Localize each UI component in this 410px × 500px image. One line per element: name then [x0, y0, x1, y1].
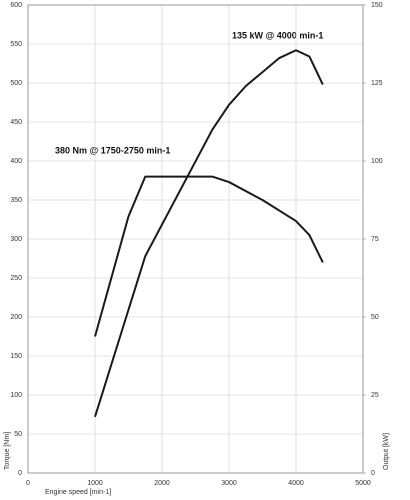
y-tick-label: 50 — [14, 431, 22, 438]
y-tick-label: 450 — [10, 119, 22, 126]
y-axis-label: Torque [Nm] — [4, 432, 11, 470]
x-tick-label: 4000 — [288, 480, 304, 487]
annotation: 380 Nm @ 1750-2750 min-1 — [55, 145, 170, 155]
x-tick-label: 2000 — [154, 480, 170, 487]
y-tick-label: 200 — [10, 314, 22, 321]
data-line — [94, 175, 324, 337]
x-tick-label: 5000 — [355, 480, 371, 487]
y2-tick-label: 25 — [371, 392, 379, 399]
x-axis-label: Engine speed [min-1] — [45, 489, 111, 496]
plot-frame — [27, 4, 364, 474]
y-tick-label: 350 — [10, 197, 22, 204]
y-tick-label: 250 — [10, 275, 22, 282]
x-tick-label: 1000 — [87, 480, 103, 487]
y2-tick-label: 75 — [371, 236, 379, 243]
y-tick-label: 500 — [10, 80, 22, 87]
y-tick-label: 300 — [10, 236, 22, 243]
y2-tick-label: 50 — [371, 314, 379, 321]
y-tick-label: 0 — [18, 470, 22, 477]
y-tick-label: 550 — [10, 41, 22, 48]
annotation: 135 kW @ 4000 min-1 — [232, 30, 323, 40]
y2-tick-label: 150 — [371, 2, 383, 9]
y-tick-label: 100 — [10, 392, 22, 399]
y-tick-label: 400 — [10, 158, 22, 165]
y2-axis-label: Output [kW] — [383, 433, 390, 470]
x-tick-label: 0 — [26, 480, 30, 487]
y-tick-label: 150 — [10, 353, 22, 360]
y2-tick-label: 125 — [371, 80, 383, 87]
data-line — [94, 49, 324, 418]
y2-tick-label: 0 — [371, 470, 375, 477]
y-tick-label: 600 — [10, 2, 22, 9]
y2-tick-label: 100 — [371, 158, 383, 165]
x-tick-label: 3000 — [221, 480, 237, 487]
